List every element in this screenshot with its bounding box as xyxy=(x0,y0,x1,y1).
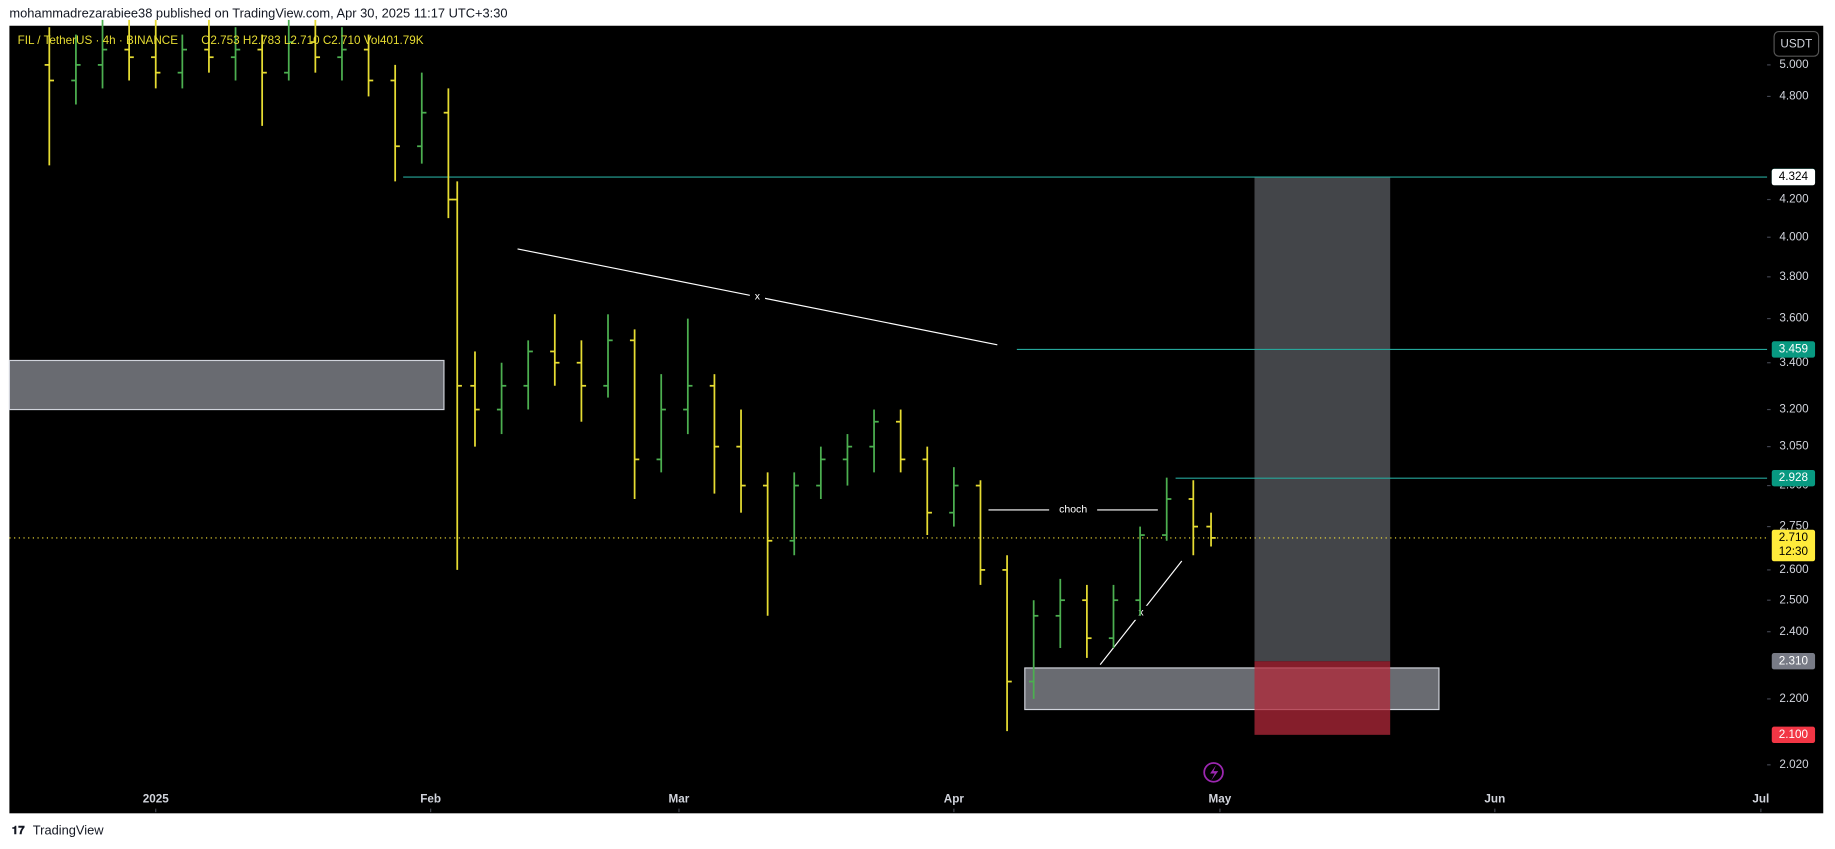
price-marker xyxy=(1771,653,1816,670)
annotation-label: x xyxy=(1138,607,1144,619)
plot-area: x x choch xyxy=(8,19,1768,735)
symbol-title: FIL / TetherUS · 4h · BINANCE xyxy=(18,34,179,47)
price-marker-label: 2.100 xyxy=(1779,728,1809,741)
current-price-marker xyxy=(1771,529,1816,562)
price-axis: 5.000 4.800 4.200 4.000 3.800 3.600 3.400 3.200… xyxy=(143,58,1816,813)
y-tick-label: 2.600 xyxy=(1779,563,1809,576)
y-tick-label: 4.000 xyxy=(1779,230,1809,243)
annotation-label: x xyxy=(755,291,761,303)
price-marker xyxy=(1771,341,1816,358)
y-tick-label: 3.200 xyxy=(1779,403,1809,416)
bar-countdown: 12:30 xyxy=(1779,545,1809,558)
x-tick-label: Apr xyxy=(944,792,965,805)
y-tick-label: 4.200 xyxy=(1779,193,1809,206)
position-stop xyxy=(1254,661,1391,735)
price-marker-label: 4.324 xyxy=(1779,170,1809,183)
y-tick-label: 4.800 xyxy=(1779,90,1809,103)
annotation-bg xyxy=(1049,502,1098,517)
publisher-line: mohammadrezarabiee38 published on Tradin… xyxy=(9,5,507,20)
price-marker-label: 2.310 xyxy=(1779,654,1809,667)
brand-logo: 𝟏𝟕 xyxy=(12,824,25,837)
price-marker-label: 2.928 xyxy=(1779,471,1808,484)
y-tick-label: 3.050 xyxy=(1779,440,1809,453)
price-marker xyxy=(1771,726,1816,744)
x-tick-label: Jul xyxy=(1752,792,1769,805)
y-tick-label: 2.200 xyxy=(1779,692,1809,705)
y-tick-label: 3.400 xyxy=(1779,356,1809,369)
position-target xyxy=(1254,177,1391,662)
annotation-label: choch xyxy=(1059,504,1087,516)
currency-button[interactable] xyxy=(1773,31,1820,57)
x-tick-label: Feb xyxy=(420,792,441,805)
x-tick-label: May xyxy=(1209,792,1232,805)
y-tick-label: 3.800 xyxy=(1779,270,1809,283)
zone-box xyxy=(8,359,445,411)
annotation-bg xyxy=(1133,605,1149,620)
events-icon[interactable] xyxy=(1203,762,1224,783)
y-tick-label: 2.020 xyxy=(1779,758,1809,771)
annotation-bg xyxy=(749,289,766,304)
ohlc-readout: O2.753 H2.783 L2.710 C2.710 Vol401.79K xyxy=(201,34,423,47)
y-tick-label: 2.400 xyxy=(1779,625,1809,638)
y-tick-label: 2.750 xyxy=(1779,520,1809,533)
price-marker xyxy=(1771,168,1816,186)
currency-label[interactable]: USDT xyxy=(1780,38,1812,51)
price-marker xyxy=(1771,469,1816,487)
y-tick-label: 5.000 xyxy=(1779,58,1809,71)
brand-name: TradingView xyxy=(33,822,104,837)
current-price-label: 2.710 xyxy=(1779,531,1809,544)
chart-background xyxy=(9,25,1824,814)
events-bolt xyxy=(1210,765,1219,781)
x-tick-label: Jun xyxy=(1484,792,1505,805)
x-tick-label: 2025 xyxy=(143,792,170,805)
x-tick-label: Mar xyxy=(669,792,690,805)
y-tick-label: 3.600 xyxy=(1779,312,1809,325)
price-marker-label: 3.459 xyxy=(1779,343,1808,356)
y-tick-label: 2.500 xyxy=(1779,593,1809,606)
